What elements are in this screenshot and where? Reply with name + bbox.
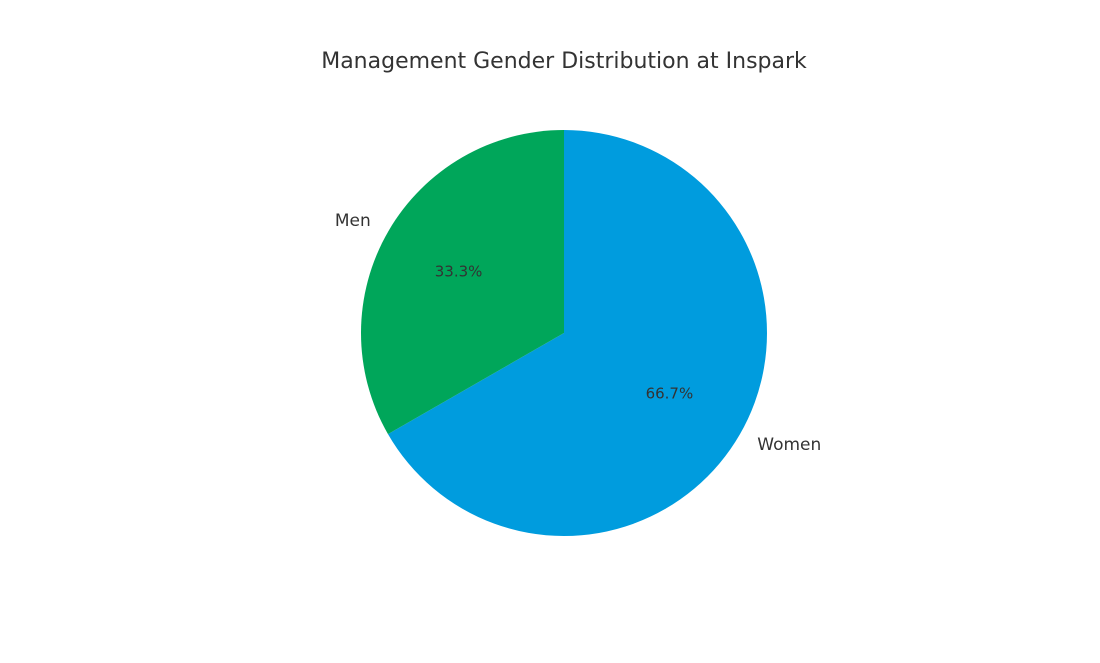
pie-slice <box>361 130 564 435</box>
pie-slice <box>387 130 767 536</box>
slice-percent: 33.3% <box>435 262 483 280</box>
slice-label: Women <box>757 435 821 455</box>
slice-percent: 66.7% <box>646 385 694 403</box>
chart-title: Management Gender Distribution at Inspar… <box>321 49 807 74</box>
slice-label: Men <box>335 211 371 231</box>
